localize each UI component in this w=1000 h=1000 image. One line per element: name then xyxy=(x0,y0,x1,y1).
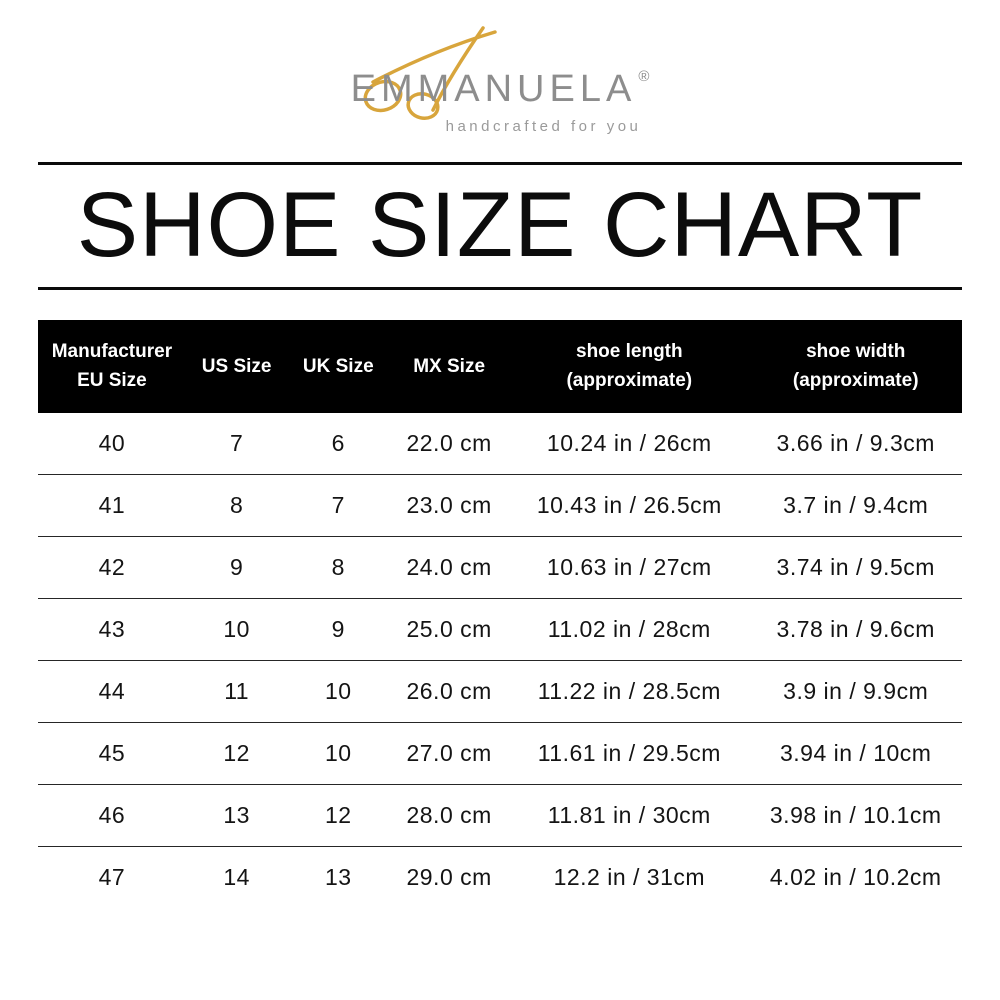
col-header-shoe-width: shoe width (approximate) xyxy=(749,320,962,413)
table-cell: 46 xyxy=(38,783,186,847)
table-row: 47 14 13 29.0 cm 12.2 in / 31cm 4.02 in / 10.… xyxy=(38,845,962,908)
table-cell: 3.9 in / 9.9cm xyxy=(749,659,962,723)
table-cell: 4.02 in / 10.2cm xyxy=(749,845,962,908)
table-cell: 43 xyxy=(38,597,186,661)
col-header-uk-size: UK Size xyxy=(287,320,390,413)
table-cell: 47 xyxy=(38,845,186,908)
col-header-manufacturer-eu-size: Manufacturer EU Size xyxy=(38,320,186,413)
table-cell: 3.7 in / 9.4cm xyxy=(749,473,962,537)
table-cell: 10.43 in / 26.5cm xyxy=(509,473,750,537)
brand-name: EMMANUELA xyxy=(350,68,637,110)
table-cell: 11.02 in / 28cm xyxy=(509,597,750,661)
table-cell: 10 xyxy=(287,721,390,785)
brand-tagline: handcrafted for you xyxy=(445,118,642,135)
table-cell: 7 xyxy=(287,473,390,537)
table-cell: 6 xyxy=(331,429,345,456)
table-cell: 11.81 in / 30cm xyxy=(509,783,750,847)
table-cell: 13 xyxy=(287,845,390,908)
table-cell: 28.0 cm xyxy=(389,783,510,847)
table-cell: 12 xyxy=(185,721,288,785)
table-cell: 13 xyxy=(185,783,288,847)
table-header-row: Manufacturer EU Size US Size UK Size MX … xyxy=(38,320,962,413)
table-cell: 45 xyxy=(38,721,186,785)
table-cell: 3.78 in / 9.6cm xyxy=(749,597,962,661)
registered-trademark-symbol: ® xyxy=(638,68,650,85)
table-cell: 10 xyxy=(185,597,288,661)
size-chart-section: Manufacturer EU Size US Size UK Size MX … xyxy=(38,320,962,908)
table-cell: 7 xyxy=(229,429,244,456)
table-row: 41 8 7 23.0 cm 10.43 in / 26.5cm 3.7 in / 9.4… xyxy=(38,473,962,537)
table-cell: 8 xyxy=(185,473,288,537)
table-cell: 10.24 in / 26cm xyxy=(546,429,712,456)
table-cell: 9 xyxy=(287,597,390,661)
table-row: 44 11 10 26.0 cm 11.22 in / 28.5cm 3.9 in / 9… xyxy=(38,659,962,723)
header: EMMANUELA ® handcrafted for you xyxy=(0,26,1000,136)
title-divider-top xyxy=(38,162,962,165)
table-cell: 44 xyxy=(38,659,186,723)
table-cell: 3.98 in / 10.1cm xyxy=(749,783,962,847)
table-cell: 14 xyxy=(185,845,288,908)
col-header-mx-size: MX Size xyxy=(389,320,510,413)
table-row: 40 7 6 22.0 cm 10.24 in / 26cm 3.66 in / 9.3c… xyxy=(38,413,962,475)
table-cell: 11.22 in / 28.5cm xyxy=(509,659,750,723)
table-cell: 10.63 in / 27cm xyxy=(509,535,750,599)
table-row: 43 10 9 25.0 cm 11.02 in / 28cm 3.78 in / 9.6… xyxy=(38,597,962,661)
table-cell: 23.0 cm xyxy=(389,473,510,537)
col-header-us-size: US Size xyxy=(185,320,288,413)
table-cell: 41 xyxy=(38,473,186,537)
table-cell: 3.66 in / 9.3cm xyxy=(776,429,935,456)
table-cell: 12 xyxy=(287,783,390,847)
table-cell: 22.0 cm xyxy=(406,429,492,456)
table-row: 42 9 8 24.0 cm 10.63 in / 27cm 3.74 in / 9.5c… xyxy=(38,535,962,599)
table-cell: 42 xyxy=(38,535,186,599)
table-cell: 40 xyxy=(98,429,126,456)
table-cell: 27.0 cm xyxy=(389,721,510,785)
table-cell: 11.61 in / 29.5cm xyxy=(509,721,750,785)
page-title: SHOE SIZE CHART xyxy=(76,174,924,276)
scissors-icon xyxy=(363,26,497,120)
table-cell: 10 xyxy=(287,659,390,723)
size-table-body: 40 7 6 22.0 cm 10.24 in / 26cm 3.66 in / 9.3c… xyxy=(38,413,962,908)
brand-logo: EMMANUELA ® handcrafted for you xyxy=(350,26,650,135)
title-divider-bottom xyxy=(38,287,962,290)
table-cell: 24.0 cm xyxy=(389,535,510,599)
table-cell: 12.2 in / 31cm xyxy=(509,845,750,908)
table-cell: 8 xyxy=(287,535,390,599)
table-cell: 29.0 cm xyxy=(389,845,510,908)
table-cell: 11 xyxy=(185,659,288,723)
table-cell: 3.94 in / 10cm xyxy=(749,721,962,785)
col-header-shoe-length: shoe length (approximate) xyxy=(509,320,750,413)
table-row: 46 13 12 28.0 cm 11.81 in / 30cm 3.98 in / 10… xyxy=(38,783,962,847)
table-cell: 26.0 cm xyxy=(389,659,510,723)
table-row: 45 12 10 27.0 cm 11.61 in / 29.5cm 3.94 in / … xyxy=(38,721,962,785)
size-chart-table: Manufacturer EU Size US Size UK Size MX … xyxy=(38,320,962,908)
table-cell: 25.0 cm xyxy=(389,597,510,661)
table-cell: 3.74 in / 9.5cm xyxy=(749,535,962,599)
table-cell: 9 xyxy=(185,535,288,599)
